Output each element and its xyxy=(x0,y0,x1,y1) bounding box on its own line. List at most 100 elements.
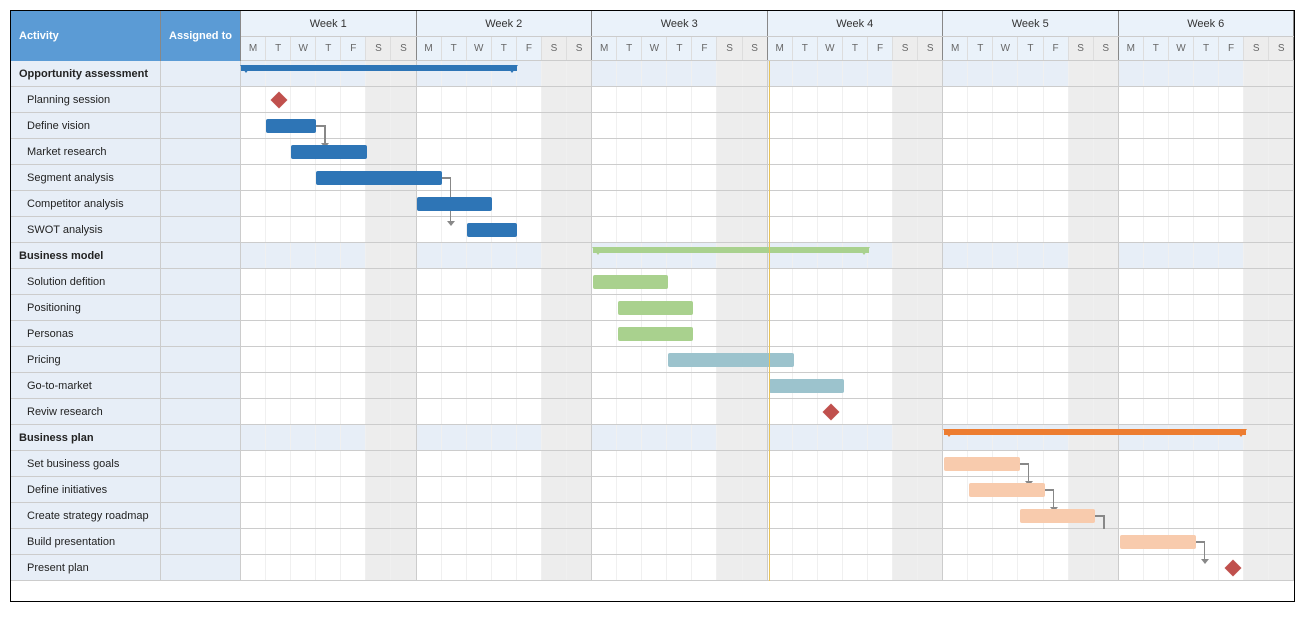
summary-cap-right xyxy=(1235,429,1247,437)
day-header-cell: S xyxy=(1244,37,1269,60)
day-header-cell: S xyxy=(1094,37,1119,60)
timeline-cell xyxy=(241,347,1294,372)
timeline-cell xyxy=(241,425,1294,450)
dependency-line xyxy=(1045,489,1053,491)
day-header-cell: T xyxy=(1144,37,1169,60)
timeline-cell xyxy=(241,61,1294,86)
day-header-cell: S xyxy=(743,37,768,60)
phase-label: Business model xyxy=(11,243,161,268)
task-row: Competitor analysis xyxy=(11,191,1294,217)
today-marker xyxy=(769,61,770,581)
task-row: Build presentation xyxy=(11,529,1294,555)
day-header-cell: T xyxy=(793,37,818,60)
task-label: Present plan xyxy=(11,555,161,580)
activity-column-header: Activity xyxy=(11,11,161,61)
day-header-cell: T xyxy=(617,37,642,60)
assigned-cell xyxy=(161,451,241,476)
task-label: Pricing xyxy=(11,347,161,372)
task-label: Set business goals xyxy=(11,451,161,476)
task-label: Go-to-market xyxy=(11,373,161,398)
assigned-cell xyxy=(161,373,241,398)
day-header-cell: F xyxy=(341,37,366,60)
task-row: Reviw research xyxy=(11,399,1294,425)
task-bar xyxy=(417,197,492,211)
assigned-cell xyxy=(161,113,241,138)
phase-label: Opportunity assessment xyxy=(11,61,161,86)
day-header-cell: T xyxy=(316,37,341,60)
day-header-cell: S xyxy=(567,37,592,60)
assigned-cell xyxy=(161,61,241,86)
day-header-cell: W xyxy=(642,37,667,60)
task-row: Go-to-market xyxy=(11,373,1294,399)
timeline-cell xyxy=(241,217,1294,242)
task-bar xyxy=(1020,509,1095,523)
assigned-cell xyxy=(161,399,241,424)
task-row: Segment analysis xyxy=(11,165,1294,191)
day-header-cell: S xyxy=(1069,37,1094,60)
assigned-cell xyxy=(161,243,241,268)
day-header-cell: T xyxy=(968,37,993,60)
task-bar xyxy=(944,457,1019,471)
task-label: Build presentation xyxy=(11,529,161,554)
week-header: Week 6 xyxy=(1119,11,1295,36)
dependency-line xyxy=(1196,541,1204,543)
gantt-chart: Activity Assigned to Week 1Week 2Week 3W… xyxy=(10,10,1295,602)
day-header-cell: T xyxy=(266,37,291,60)
task-bar xyxy=(668,353,794,367)
task-row: Define initiatives xyxy=(11,477,1294,503)
day-header-cell: S xyxy=(366,37,391,60)
timeline-cell xyxy=(241,529,1294,554)
timeline-cell xyxy=(241,139,1294,164)
task-label: Personas xyxy=(11,321,161,346)
timeline-cell xyxy=(241,477,1294,502)
day-header-cell: S xyxy=(1269,37,1294,60)
day-header-cell: W xyxy=(467,37,492,60)
timeline-cell xyxy=(241,165,1294,190)
dependency-line xyxy=(1095,515,1103,517)
week-headers: Week 1Week 2Week 3Week 4Week 5Week 6 xyxy=(241,11,1294,36)
assigned-cell xyxy=(161,191,241,216)
assigned-cell xyxy=(161,477,241,502)
summary-cap-left xyxy=(943,429,955,437)
task-bar xyxy=(291,145,366,159)
assigned-cell xyxy=(161,347,241,372)
day-header-cell: T xyxy=(492,37,517,60)
task-label: Create strategy roadmap xyxy=(11,503,161,528)
dependency-line xyxy=(316,125,324,127)
day-header-cell: M xyxy=(417,37,442,60)
task-label: SWOT analysis xyxy=(11,217,161,242)
task-bar xyxy=(593,275,668,289)
timeline-cell xyxy=(241,503,1294,528)
task-row: Solution defition xyxy=(11,269,1294,295)
phase-row: Opportunity assessment xyxy=(11,61,1294,87)
summary-cap-left xyxy=(240,65,252,73)
task-bar xyxy=(769,379,844,393)
task-row: Present plan xyxy=(11,555,1294,581)
task-bar xyxy=(266,119,316,133)
day-header-cell: M xyxy=(592,37,617,60)
task-label: Reviw research xyxy=(11,399,161,424)
task-label: Segment analysis xyxy=(11,165,161,190)
timeline-cell xyxy=(241,269,1294,294)
task-label: Solution defition xyxy=(11,269,161,294)
task-row: SWOT analysis xyxy=(11,217,1294,243)
task-bar xyxy=(467,223,517,237)
phase-row: Business plan xyxy=(11,425,1294,451)
timeline-cell xyxy=(241,113,1294,138)
dependency-line xyxy=(1020,463,1028,465)
task-label: Define initiatives xyxy=(11,477,161,502)
day-header-cell: S xyxy=(391,37,416,60)
timeline-cell xyxy=(241,87,1294,112)
day-header-cell: S xyxy=(918,37,943,60)
task-bar xyxy=(618,301,693,315)
task-bar xyxy=(1120,535,1195,549)
day-header-cell: F xyxy=(692,37,717,60)
phase-label: Business plan xyxy=(11,425,161,450)
header-row-weeks: Activity Assigned to Week 1Week 2Week 3W… xyxy=(11,11,1294,37)
summary-cap-right xyxy=(506,65,518,73)
summary-bar xyxy=(241,65,517,71)
day-header-cell: F xyxy=(1044,37,1069,60)
task-row: Set business goals xyxy=(11,451,1294,477)
phase-row: Business model xyxy=(11,243,1294,269)
day-header-cell: T xyxy=(442,37,467,60)
